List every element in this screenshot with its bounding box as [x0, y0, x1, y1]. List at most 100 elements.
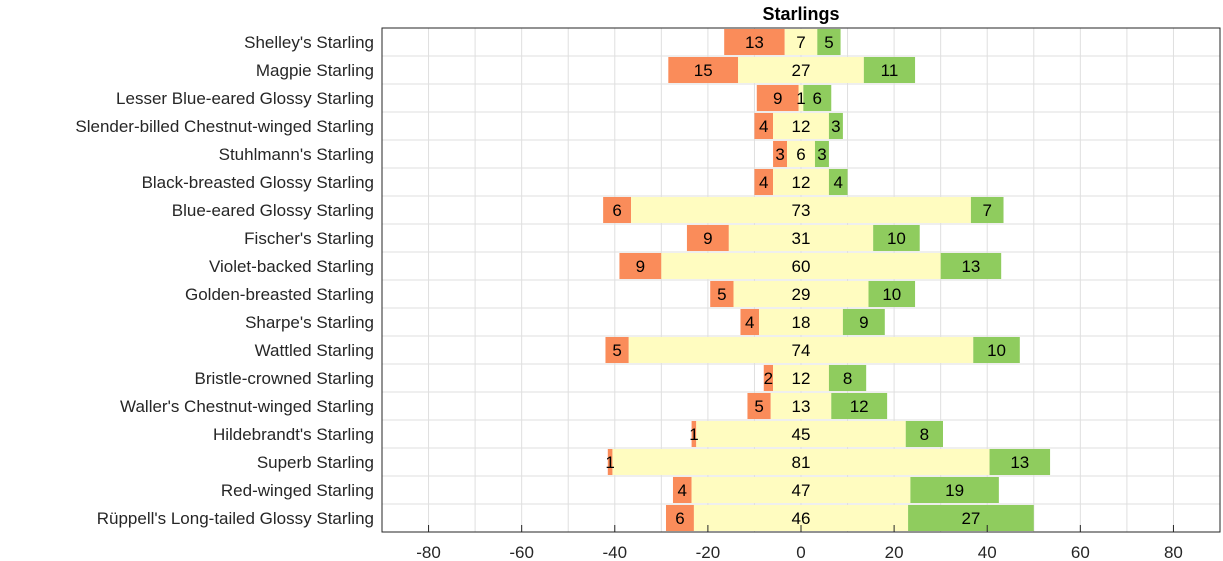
data-label: 8: [920, 425, 929, 444]
data-label: 12: [850, 397, 869, 416]
data-label: 60: [792, 257, 811, 276]
data-label: 11: [881, 61, 899, 80]
data-label: 9: [859, 313, 868, 332]
bar-negative: [756, 84, 799, 112]
data-label: 31: [792, 229, 811, 248]
bar-neutral: [773, 168, 829, 196]
bar-neutral: [661, 252, 941, 280]
x-tick-label: -80: [416, 543, 441, 561]
data-label: 1: [605, 453, 614, 472]
data-label: 13: [961, 257, 980, 276]
data-labels: 13 7 515 27 119 1 64 12 33 6 34 12 46 73 79 31 109 60 135 2…: [605, 33, 1029, 528]
bar-positive: [905, 420, 943, 448]
bar-neutral: [738, 56, 864, 84]
data-label: 6: [813, 89, 822, 108]
bar-neutral: [733, 280, 869, 308]
bar-negative: [607, 448, 613, 476]
category-label: Superb Starling: [257, 453, 374, 472]
data-label: 12: [792, 173, 811, 192]
category-label: Wattled Starling: [255, 341, 374, 360]
bar-positive: [814, 140, 829, 168]
data-label: 5: [824, 33, 833, 52]
data-label: 7: [796, 33, 805, 52]
category-label: Bristle-crowned Starling: [194, 369, 374, 388]
category-label: Black-breasted Glossy Starling: [142, 173, 374, 192]
bar-positive: [973, 336, 1020, 364]
bar-neutral: [728, 224, 874, 252]
data-label: 13: [792, 397, 811, 416]
data-label: 5: [754, 397, 763, 416]
bar-negative: [754, 168, 774, 196]
bar-neutral: [696, 420, 906, 448]
bar-positive: [908, 504, 1034, 532]
data-label: 4: [759, 173, 768, 192]
bar-neutral: [784, 28, 818, 56]
data-label: 8: [843, 369, 852, 388]
x-tick-label: -40: [602, 543, 627, 561]
data-label: 46: [792, 509, 811, 528]
data-label: 13: [745, 33, 764, 52]
bar-negative: [665, 504, 694, 532]
bar-negative: [710, 280, 734, 308]
category-label: Golden-breasted Starling: [185, 285, 374, 304]
bar-negative: [724, 28, 785, 56]
data-label: 10: [887, 229, 906, 248]
data-label: 74: [792, 341, 811, 360]
data-label: 10: [882, 285, 901, 304]
bar-negative: [747, 392, 771, 420]
x-tick-label: 60: [1071, 543, 1090, 561]
data-label: 18: [792, 313, 811, 332]
data-label: 5: [612, 341, 621, 360]
category-label: Stuhlmann's Starling: [219, 145, 374, 164]
bar-neutral: [631, 196, 971, 224]
data-label: 15: [694, 61, 713, 80]
category-label: Slender-billed Chestnut-winged Starling: [75, 117, 374, 136]
data-label: 1: [796, 89, 805, 108]
bars: [603, 28, 1051, 532]
data-label: 3: [775, 145, 784, 164]
bar-positive: [863, 56, 916, 84]
data-label: 9: [636, 257, 645, 276]
x-tick-label: 20: [885, 543, 904, 561]
data-label: 45: [792, 425, 811, 444]
data-label: 1: [689, 425, 698, 444]
data-label: 4: [834, 173, 843, 192]
category-labels: Shelley's Starling Magpie Starling Lesser …: [75, 33, 374, 528]
bar-neutral: [628, 336, 974, 364]
category-label: Red-winged Starling: [221, 481, 374, 500]
bar-negative: [605, 336, 629, 364]
bar-negative: [754, 112, 774, 140]
bar-negative: [619, 252, 662, 280]
bar-positive: [940, 252, 1002, 280]
data-label: 9: [703, 229, 712, 248]
bar-negative: [763, 364, 774, 392]
bar-positive: [873, 224, 920, 252]
x-tick-label: 80: [1164, 543, 1183, 561]
data-label: 10: [987, 341, 1006, 360]
x-tick-label: -20: [696, 543, 721, 561]
category-label: Hildebrandt's Starling: [213, 425, 374, 444]
data-label: 2: [764, 369, 773, 388]
category-label: Violet-backed Starling: [209, 257, 374, 276]
bar-negative: [668, 56, 739, 84]
bar-neutral: [759, 308, 843, 336]
bar-positive: [828, 364, 867, 392]
data-label: 4: [745, 313, 754, 332]
category-label: Sharpe's Starling: [245, 313, 374, 332]
category-label: Shelley's Starling: [244, 33, 374, 52]
bar-negative: [603, 196, 632, 224]
bar-negative: [672, 476, 692, 504]
category-label: Fischer's Starling: [244, 229, 374, 248]
data-label: 27: [961, 509, 980, 528]
bar-neutral: [773, 112, 829, 140]
bar-neutral: [787, 140, 815, 168]
bar-positive: [817, 28, 841, 56]
category-label: Rüppell's Long-tailed Glossy Starling: [97, 509, 374, 528]
bar-positive: [970, 196, 1004, 224]
data-label: 12: [792, 117, 811, 136]
x-tick-label: -60: [509, 543, 534, 561]
data-label: 29: [792, 285, 811, 304]
bar-positive: [842, 308, 885, 336]
data-label: 6: [796, 145, 805, 164]
